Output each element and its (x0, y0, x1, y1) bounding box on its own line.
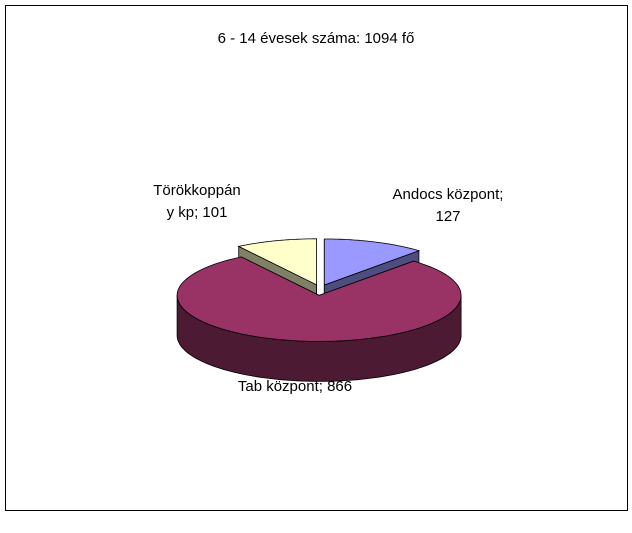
pie-slice (176, 256, 462, 342)
data-label: Tab központ; 866 (237, 378, 353, 395)
pie-slice (237, 238, 317, 286)
pie-slice (323, 238, 421, 286)
chart-title: 6 - 14 évesek száma: 1094 fő (217, 30, 415, 47)
data-label: Andocs központ; 127 (392, 186, 504, 225)
data-label: Törökkoppány kp; 101 (153, 182, 241, 221)
